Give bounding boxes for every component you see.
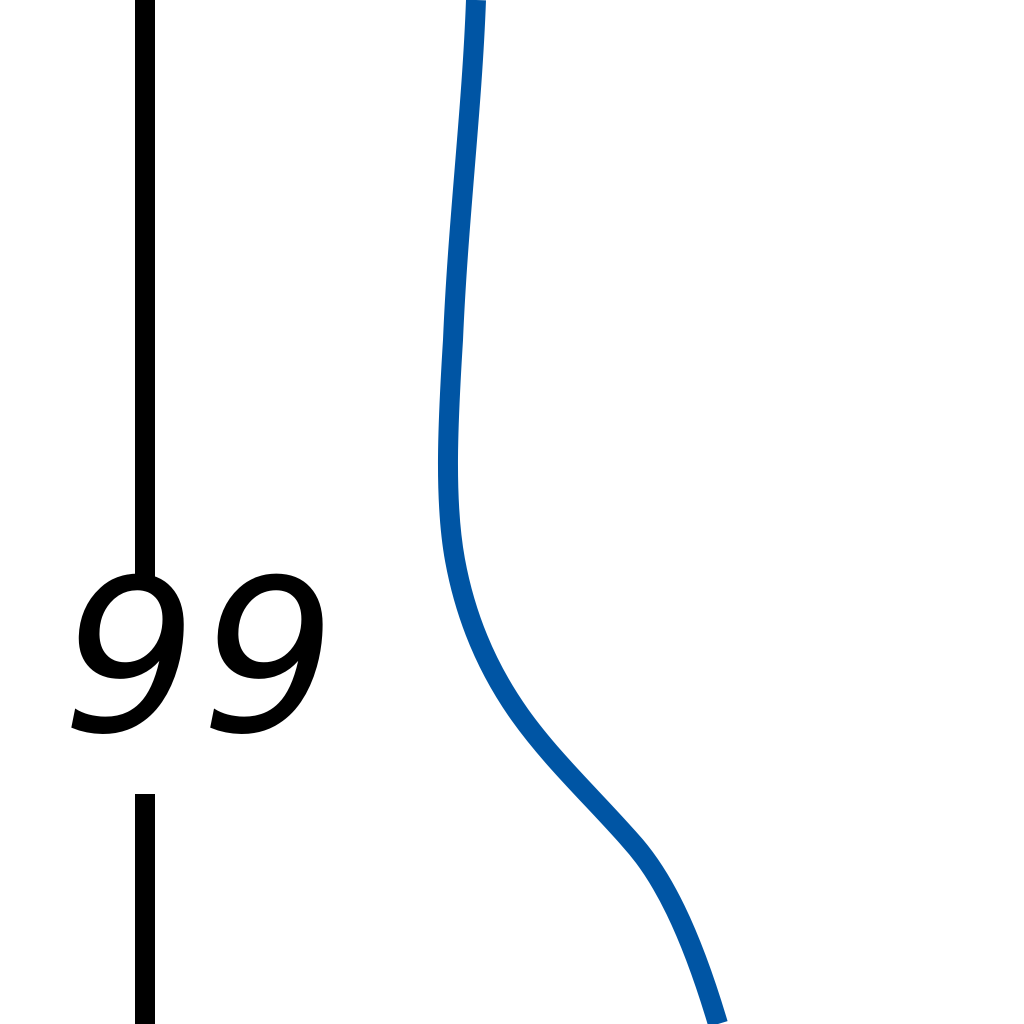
route-number-label: 99 [62, 534, 340, 781]
waterway-line [437, 0, 728, 1024]
